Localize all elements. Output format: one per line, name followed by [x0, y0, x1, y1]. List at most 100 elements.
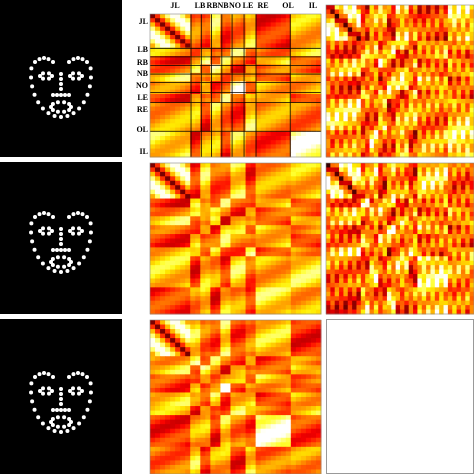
heat-cell	[235, 56, 242, 61]
heat-cell	[305, 278, 312, 284]
heat-cell	[456, 278, 462, 284]
heat-cell	[430, 27, 436, 33]
heat-cell	[285, 207, 292, 213]
heat-cell	[326, 112, 331, 118]
heat-cell	[285, 135, 292, 141]
heat-cell	[165, 171, 171, 177]
landmark	[59, 237, 63, 241]
heat-cell	[190, 127, 196, 133]
heat-cell	[456, 167, 462, 173]
heat-cell	[373, 278, 379, 284]
heat-cell	[250, 291, 257, 297]
heat-cell	[430, 22, 436, 28]
heat-cell	[240, 265, 247, 271]
heat-cell	[305, 89, 312, 95]
heat-cell	[434, 211, 440, 217]
heat-cell	[195, 72, 201, 78]
heat-cell	[310, 225, 317, 231]
heat-cell	[421, 211, 427, 217]
heat-cell	[315, 123, 322, 129]
heat-cell	[369, 22, 375, 28]
heat-cell	[360, 31, 366, 37]
heat-cell	[265, 148, 272, 154]
heat-cell	[250, 180, 257, 186]
heat-cell	[195, 251, 201, 257]
heat-cell	[421, 198, 427, 204]
heat-cell	[365, 9, 371, 15]
heat-cell	[443, 98, 449, 104]
landmark	[52, 429, 57, 434]
heat-cell	[352, 309, 357, 315]
heat-cell	[400, 152, 405, 158]
heat-cell	[426, 220, 431, 226]
heat-cell	[460, 265, 466, 271]
heat-cell	[408, 256, 414, 262]
heat-cell	[334, 107, 340, 113]
heat-cell	[220, 229, 226, 235]
heat-cell	[439, 67, 445, 73]
heat-cell	[447, 269, 453, 275]
heat-cell	[250, 251, 257, 257]
heat-cell	[165, 119, 171, 124]
heat-cell	[373, 198, 379, 204]
heat-cell	[378, 13, 384, 19]
heat-cell	[240, 242, 247, 248]
heat-cell	[430, 265, 436, 271]
heat-cell	[205, 51, 211, 57]
heat-cell	[465, 220, 471, 226]
heat-cell	[339, 63, 344, 69]
heat-cell	[155, 85, 161, 91]
landmark	[59, 392, 63, 396]
heat-cell	[280, 234, 287, 239]
heat-cell	[456, 260, 462, 266]
heat-cell	[165, 114, 171, 120]
heat-cell	[155, 60, 161, 65]
heat-cell	[400, 296, 405, 302]
landmark	[47, 226, 51, 231]
heat-cell	[200, 60, 206, 65]
heat-cell	[310, 89, 317, 95]
heat-cell	[421, 282, 427, 288]
heat-cell	[295, 106, 302, 112]
heat-cell	[255, 47, 262, 53]
heat-cell	[215, 102, 221, 108]
heat-cell	[185, 176, 191, 182]
heat-cell	[400, 291, 405, 297]
heat-cell	[260, 229, 267, 235]
heat-cell	[275, 198, 282, 204]
heat-cell	[434, 247, 440, 253]
heat-cell	[175, 300, 181, 306]
heat-cell	[260, 211, 267, 217]
heat-cell	[443, 251, 449, 257]
heat-cell	[280, 167, 287, 173]
heat-cell	[205, 152, 211, 158]
landmark	[55, 100, 60, 105]
heat-cell	[413, 143, 418, 149]
heat-cell	[305, 296, 312, 302]
heat-cell	[426, 287, 431, 293]
heat-cell	[400, 89, 405, 95]
heat-cell	[465, 5, 471, 10]
heat-cell	[339, 256, 344, 262]
heat-cell	[305, 309, 312, 315]
landmark	[38, 229, 42, 233]
heat-cell	[210, 176, 216, 182]
heat-cell	[225, 98, 231, 103]
heat-cell	[285, 269, 292, 275]
heat-cell	[155, 64, 161, 70]
heat-cell	[155, 123, 161, 129]
heat-cell	[460, 198, 466, 204]
heat-cell	[382, 81, 388, 86]
heat-cell	[190, 282, 196, 288]
heat-cell	[275, 43, 282, 49]
heat-cell	[452, 76, 458, 82]
heat-cell	[190, 152, 196, 158]
heat-cell	[315, 185, 322, 191]
heat-cell	[434, 89, 440, 95]
heat-cell	[378, 49, 384, 55]
heat-cell	[175, 163, 181, 168]
heat-cell	[443, 139, 449, 145]
heat-cell	[360, 9, 366, 15]
heat-cell	[170, 185, 176, 191]
landmark	[40, 106, 45, 111]
